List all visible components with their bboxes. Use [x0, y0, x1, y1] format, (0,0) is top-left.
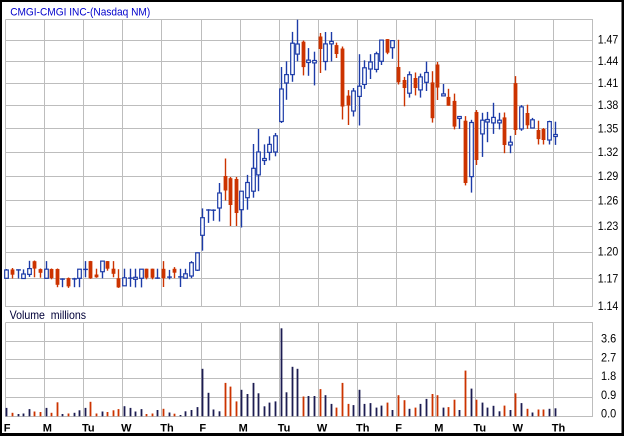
svg-text:1.47: 1.47	[598, 33, 619, 47]
svg-text:1.44: 1.44	[598, 54, 619, 68]
svg-text:Th: Th	[552, 422, 566, 434]
svg-text:Volume millions: Volume millions	[10, 308, 87, 322]
svg-text:M: M	[43, 422, 52, 434]
svg-text:1.38: 1.38	[598, 98, 619, 112]
svg-text:Tu: Tu	[82, 422, 95, 434]
svg-text:F: F	[4, 422, 11, 434]
svg-text:W: W	[121, 422, 132, 434]
svg-text:1.35: 1.35	[598, 121, 619, 135]
svg-text:0.9: 0.9	[601, 388, 616, 402]
svg-text:1.23: 1.23	[598, 219, 619, 233]
svg-text:1.17: 1.17	[598, 271, 619, 285]
svg-text:3.6: 3.6	[601, 332, 616, 346]
svg-text:M: M	[239, 422, 248, 434]
svg-text:W: W	[317, 422, 328, 434]
svg-text:1.8: 1.8	[601, 369, 616, 383]
svg-text:Tu: Tu	[278, 422, 291, 434]
svg-text:Th: Th	[356, 422, 370, 434]
svg-text:F: F	[395, 422, 402, 434]
svg-text:2.7: 2.7	[601, 350, 616, 364]
svg-text:M: M	[434, 422, 443, 434]
svg-text:W: W	[513, 422, 524, 434]
svg-text:1.14: 1.14	[598, 299, 619, 313]
svg-text:CMGI-CMGI INC-(Nasdaq NM): CMGI-CMGI INC-(Nasdaq NM)	[10, 7, 150, 19]
svg-text:Th: Th	[160, 422, 174, 434]
svg-text:1.20: 1.20	[598, 245, 619, 259]
svg-text:1.41: 1.41	[598, 76, 619, 90]
svg-text:1.29: 1.29	[598, 169, 619, 183]
svg-text:1.32: 1.32	[598, 145, 619, 159]
svg-text:F: F	[199, 422, 206, 434]
svg-text:Tu: Tu	[474, 422, 487, 434]
svg-text:1.26: 1.26	[598, 194, 619, 208]
svg-text:0.0: 0.0	[601, 407, 616, 421]
